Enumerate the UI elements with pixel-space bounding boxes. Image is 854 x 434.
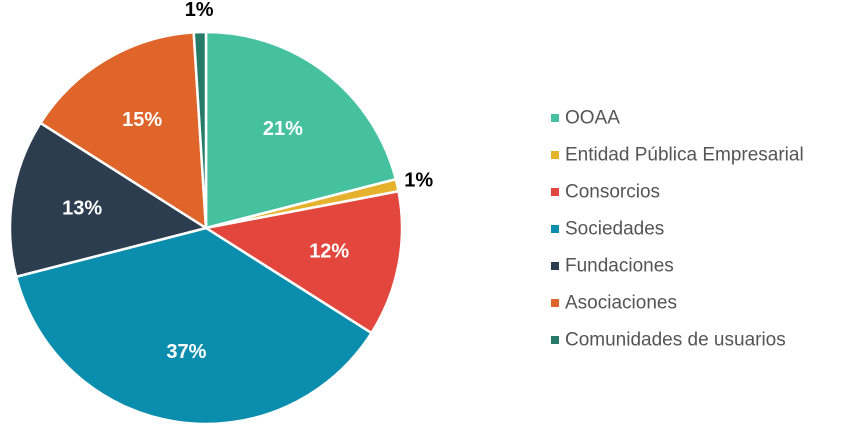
legend-swatch-asociaciones bbox=[551, 299, 559, 307]
data-label-ooaa: 21% bbox=[263, 118, 303, 140]
legend-item-entidad-publica-empresarial: Entidad Pública Empresarial bbox=[551, 145, 804, 166]
legend-swatch-entidad-publica-empresarial bbox=[551, 151, 559, 159]
legend-swatch-consorcios bbox=[551, 188, 559, 196]
data-label-sociedades: 37% bbox=[166, 341, 206, 363]
data-label-asociaciones: 15% bbox=[122, 109, 162, 131]
legend-swatch-fundaciones bbox=[551, 262, 559, 270]
data-label-fundaciones: 13% bbox=[62, 197, 102, 219]
legend: OOAA Entidad Pública Empresarial Consorcio… bbox=[551, 108, 804, 351]
pie-slice-asociaciones bbox=[39, 31, 208, 230]
data-label-entidad-publica-empresarial: 1% bbox=[404, 169, 433, 191]
legend-item-fundaciones: Fundaciones bbox=[551, 256, 674, 277]
pie-slice-sociedades bbox=[14, 226, 373, 426]
data-label-comunidades-de-usuarios: 1% bbox=[185, 0, 214, 21]
pie-slice-labels: 21% 1% 12% 37% 13% 15% 1% bbox=[62, 0, 433, 363]
legend-item-asociaciones: Asociaciones bbox=[551, 293, 677, 314]
legend-label-asociaciones: Asociaciones bbox=[565, 293, 677, 314]
legend-swatch-ooaa bbox=[551, 114, 559, 122]
pie-slice-consorcios bbox=[204, 190, 404, 335]
pie-slice-comunidades-de-usuarios bbox=[192, 30, 208, 230]
legend-label-consorcios: Consorcios bbox=[565, 182, 660, 203]
legend-swatch-comunidades-de-usuarios bbox=[551, 336, 559, 344]
pie-slice-ooaa bbox=[204, 30, 398, 230]
data-label-consorcios: 12% bbox=[309, 241, 349, 263]
legend-item-sociedades: Sociedades bbox=[551, 219, 664, 240]
pie-slices bbox=[8, 30, 404, 426]
legend-item-consorcios: Consorcios bbox=[551, 182, 660, 203]
legend-item-comunidades-de-usuarios: Comunidades de usuarios bbox=[551, 330, 786, 351]
legend-label-fundaciones: Fundaciones bbox=[565, 256, 674, 277]
legend-label-sociedades: Sociedades bbox=[565, 219, 664, 240]
pie-slice-fundaciones bbox=[8, 121, 208, 278]
legend-label-entidad-publica-empresarial: Entidad Pública Empresarial bbox=[565, 145, 804, 166]
legend-label-ooaa: OOAA bbox=[565, 108, 620, 129]
legend-swatch-sociedades bbox=[551, 225, 559, 233]
legend-item-ooaa: OOAA bbox=[551, 108, 620, 129]
legend-label-comunidades-de-usuarios: Comunidades de usuarios bbox=[565, 330, 786, 351]
